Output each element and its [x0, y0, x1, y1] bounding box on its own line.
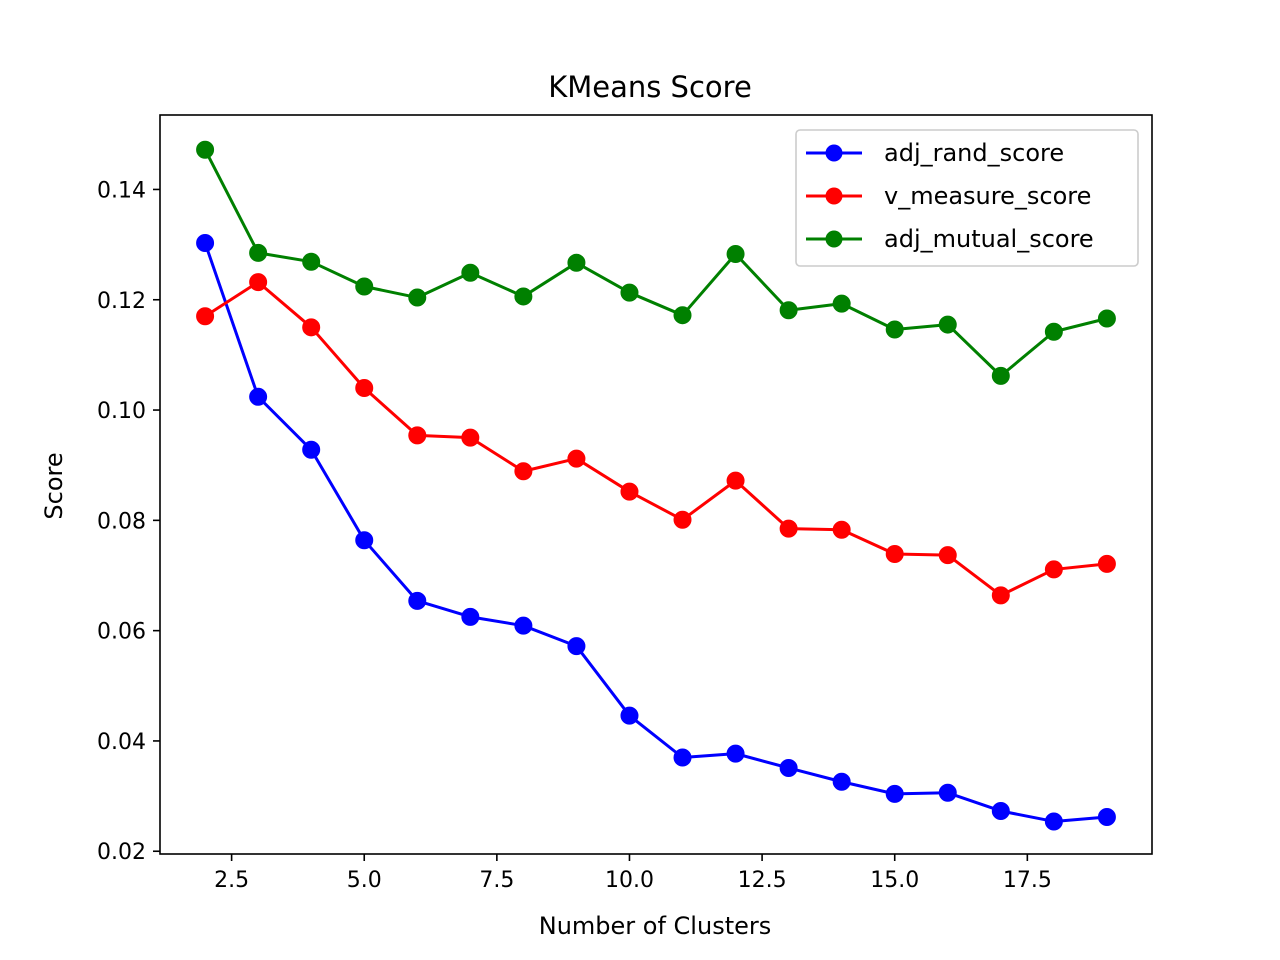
data-point-adj_mutual_score-9 — [567, 253, 586, 272]
data-point-v_measure_score-8 — [514, 462, 533, 481]
axes-frame — [159, 114, 1153, 855]
legend-label: adj_mutual_score — [884, 225, 1094, 253]
series-v_measure_score — [196, 273, 1116, 605]
data-point-adj_mutual_score-3 — [249, 243, 268, 262]
data-point-v_measure_score-4 — [302, 318, 321, 337]
legend-marker — [825, 144, 843, 162]
axes: 2.5 5.0 7.5 10.0 12.5 15.0 17.5 0.02 0.04 0.06 0.0… — [97, 114, 1153, 893]
data-point-v_measure_score-6 — [408, 426, 427, 445]
x-tick-label: 12.5 — [738, 868, 787, 893]
legend-label: adj_rand_score — [884, 139, 1064, 167]
data-point-v_measure_score-16 — [938, 546, 957, 565]
series-line-adj_rand_score — [203, 242, 1108, 823]
legend-box — [795, 129, 1139, 267]
data-point-adj_mutual_score-16 — [938, 315, 957, 334]
legend-label: v_measure_score — [884, 182, 1091, 210]
y-tick-label: 0.12 — [97, 289, 146, 314]
legend-entry-adj_rand_score: adj_rand_score — [806, 139, 1064, 167]
data-point-v_measure_score-2 — [196, 307, 215, 326]
data-point-adj_rand_score-7 — [461, 607, 480, 626]
series-adj_rand_score — [196, 233, 1116, 831]
data-point-adj_rand_score-2 — [196, 233, 215, 252]
data-point-v_measure_score-10 — [620, 482, 639, 501]
x-tick-label: 15.0 — [870, 868, 919, 893]
data-point-adj_mutual_score-17 — [991, 366, 1010, 385]
series-adj_mutual_score — [196, 140, 1116, 385]
data-point-v_measure_score-13 — [779, 519, 798, 538]
data-point-adj_rand_score-16 — [938, 783, 957, 802]
x-tick-label: 10.0 — [605, 868, 654, 893]
data-point-adj_mutual_score-15 — [885, 320, 904, 339]
data-point-adj_rand_score-9 — [567, 637, 586, 656]
legend-entry-adj_mutual_score: adj_mutual_score — [806, 225, 1094, 253]
y-tick-label: 0.06 — [97, 620, 146, 645]
x-tick-label: 5.0 — [347, 868, 382, 893]
chart-title: KMeans Score — [548, 70, 752, 104]
x-tick-label: 2.5 — [214, 868, 249, 893]
y-tick-label: 0.10 — [97, 399, 146, 424]
data-point-v_measure_score-9 — [567, 449, 586, 468]
data-point-adj_rand_score-18 — [1044, 812, 1063, 831]
data-point-adj_mutual_score-6 — [408, 288, 427, 307]
data-point-v_measure_score-3 — [249, 273, 268, 292]
data-point-adj_mutual_score-5 — [355, 277, 374, 296]
data-point-adj_mutual_score-11 — [673, 306, 692, 325]
data-point-v_measure_score-14 — [832, 520, 851, 539]
x-axis-label: Number of Clusters — [539, 912, 772, 940]
data-point-adj_mutual_score-8 — [514, 287, 533, 306]
data-point-v_measure_score-7 — [461, 428, 480, 447]
y-tick-label: 0.14 — [97, 178, 146, 203]
y-axis-label: Score — [40, 452, 68, 519]
y-tick-label: 0.04 — [97, 730, 146, 755]
data-point-adj_rand_score-15 — [885, 784, 904, 803]
data-point-adj_rand_score-11 — [673, 748, 692, 767]
data-point-v_measure_score-18 — [1044, 560, 1063, 579]
data-point-adj_rand_score-17 — [991, 801, 1010, 820]
legend: adj_rand_score v_measure_score adj_mutual_… — [795, 129, 1139, 267]
data-point-v_measure_score-11 — [673, 510, 692, 529]
data-point-adj_rand_score-14 — [832, 772, 851, 791]
data-point-v_measure_score-12 — [726, 471, 745, 490]
data-point-adj_rand_score-5 — [355, 531, 374, 550]
data-point-adj_mutual_score-2 — [196, 140, 215, 159]
data-point-v_measure_score-17 — [991, 586, 1010, 605]
data-point-adj_rand_score-19 — [1097, 808, 1116, 827]
data-point-adj_rand_score-12 — [726, 744, 745, 763]
y-tick-label: 0.02 — [97, 840, 146, 865]
x-tick-label: 17.5 — [1003, 868, 1052, 893]
data-point-adj_rand_score-3 — [249, 387, 268, 406]
y-tick-label: 0.08 — [97, 509, 146, 534]
data-point-v_measure_score-5 — [355, 378, 374, 397]
data-point-adj_mutual_score-7 — [461, 263, 480, 282]
data-point-adj_rand_score-4 — [302, 440, 321, 459]
data-point-adj_mutual_score-4 — [302, 252, 321, 271]
data-point-adj_rand_score-8 — [514, 616, 533, 635]
data-point-adj_mutual_score-14 — [832, 294, 851, 313]
data-point-adj_rand_score-6 — [408, 591, 427, 610]
data-point-adj_rand_score-13 — [779, 758, 798, 777]
data-point-v_measure_score-19 — [1097, 554, 1116, 573]
data-point-adj_mutual_score-10 — [620, 283, 639, 302]
legend-marker — [825, 230, 843, 248]
data-point-adj_mutual_score-13 — [779, 301, 798, 320]
legend-entry-v_measure_score: v_measure_score — [806, 182, 1091, 210]
data-point-adj_mutual_score-19 — [1097, 309, 1116, 328]
legend-marker — [825, 187, 843, 205]
data-point-adj_mutual_score-12 — [726, 244, 745, 263]
plot-area — [196, 140, 1116, 831]
data-point-adj_mutual_score-18 — [1044, 322, 1063, 341]
x-tick-label: 7.5 — [479, 868, 514, 893]
data-point-adj_rand_score-10 — [620, 706, 639, 725]
data-point-v_measure_score-15 — [885, 544, 904, 563]
series-line-adj_mutual_score — [203, 149, 1108, 378]
series-line-v_measure_score — [204, 280, 1108, 597]
